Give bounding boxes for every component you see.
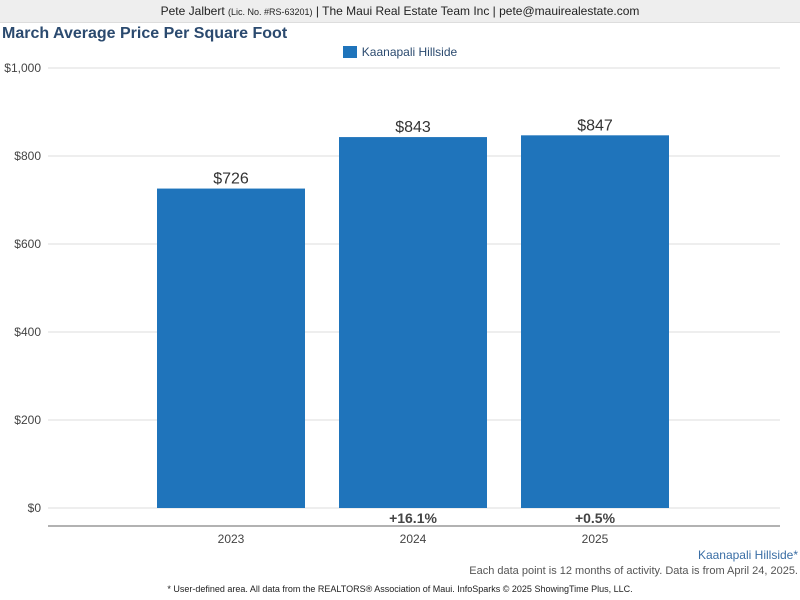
chart-title: March Average Price Per Square Foot xyxy=(2,25,288,42)
y-tick-label: $800 xyxy=(14,149,41,163)
agent-name: Pete Jalbert xyxy=(160,4,225,18)
bar-value-label: $847 xyxy=(577,117,613,134)
license-number: (Lic. No. #RS-63201) xyxy=(228,7,313,17)
change-label: +0.5% xyxy=(575,510,616,526)
y-tick-label: $0 xyxy=(28,501,42,515)
x-tick-label: 2024 xyxy=(400,532,427,546)
x-tick-label: 2025 xyxy=(582,532,609,546)
legend-swatch xyxy=(342,46,357,58)
area-label: Kaanapali Hillside* xyxy=(697,548,798,562)
y-tick-label: $400 xyxy=(14,325,41,339)
y-tick-label: $600 xyxy=(14,237,41,251)
disclaimer: * User-defined area. All data from the R… xyxy=(167,584,633,594)
x-tick-label: 2023 xyxy=(218,532,245,546)
bar xyxy=(339,137,487,508)
legend-label: Kaanapali Hillside xyxy=(361,45,458,59)
legend[interactable]: Kaanapali Hillside xyxy=(0,45,800,59)
y-tick-label: $200 xyxy=(14,413,41,427)
agent-banner: Pete Jalbert (Lic. No. #RS-63201) | The … xyxy=(0,0,800,23)
change-label: +16.1% xyxy=(389,510,437,526)
data-note: Each data point is 12 months of activity… xyxy=(469,565,798,577)
bar-value-label: $843 xyxy=(395,119,431,136)
agent-company-email: | The Maui Real Estate Team Inc | pete@m… xyxy=(315,4,640,18)
bar xyxy=(521,135,669,508)
bar xyxy=(157,188,305,508)
bar-value-label: $726 xyxy=(213,171,249,188)
y-tick-label: $1,000 xyxy=(4,61,41,75)
